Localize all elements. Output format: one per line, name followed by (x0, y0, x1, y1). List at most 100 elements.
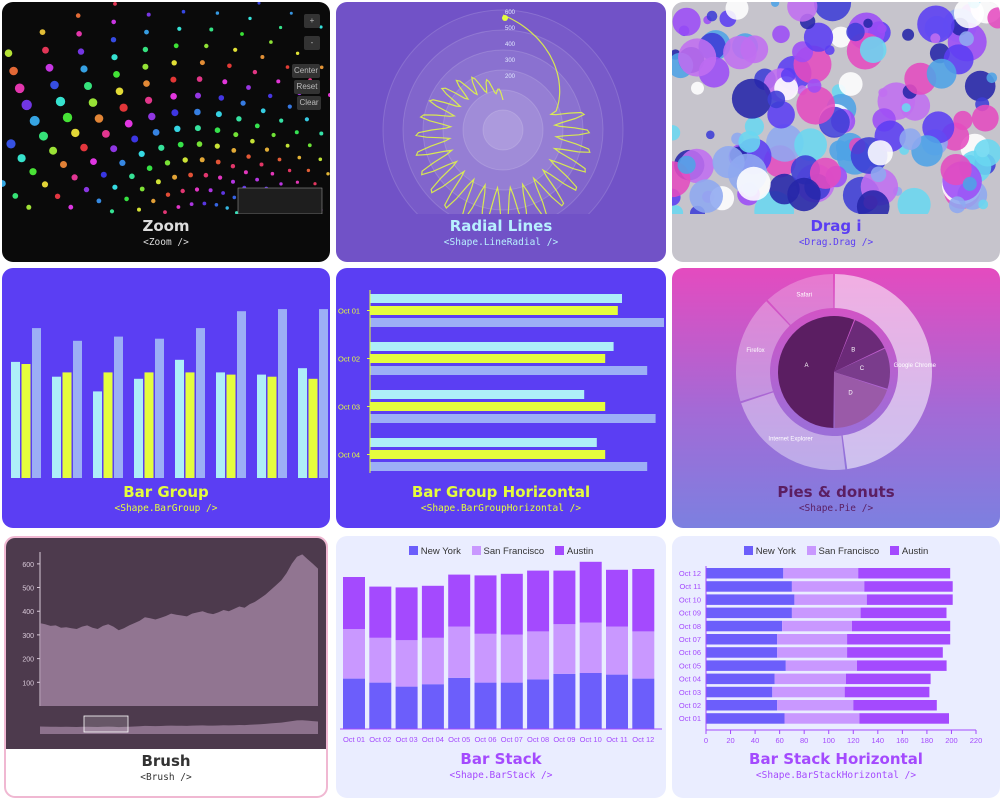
zoom-dot (115, 87, 124, 96)
bar-segment (859, 713, 949, 724)
bar (370, 306, 618, 315)
zoom-dot (146, 165, 153, 171)
drag-circle (902, 28, 915, 41)
bar-segment (706, 700, 778, 711)
zoom-dot (243, 170, 248, 175)
zoom-dot (306, 168, 311, 173)
bar-segment (343, 629, 365, 679)
zoom-dot (246, 85, 251, 90)
y-tick-label: Oct 09 (679, 609, 701, 618)
zoom-dot (173, 43, 179, 49)
bar-segment (474, 633, 497, 683)
tile-bar-stack-horizontal[interactable]: New York San Francisco Austin Oct 12 Oct … (672, 536, 1000, 798)
zoom-dot (218, 95, 225, 101)
x-tick-label: Oct 04 (422, 735, 444, 744)
zoom-dot (254, 123, 260, 129)
bar-segment (853, 700, 937, 711)
tile-radial-lines[interactable]: 600 500 400 300 200 Radial Lines <Shape.Line… (336, 2, 666, 262)
zoom-dot (285, 143, 290, 148)
minimap (237, 187, 323, 214)
drag-circle (978, 199, 989, 210)
zoom-dot (235, 211, 239, 214)
drag-circles[interactable] (672, 2, 1000, 214)
y-tick-label: Oct 02 (679, 701, 701, 710)
drag-circle (987, 7, 1000, 29)
zoom-dot (214, 203, 219, 207)
zoom-out-button[interactable]: - (304, 36, 320, 50)
drag-circle (731, 78, 772, 119)
x-tick-label: 20 (726, 736, 734, 745)
drag-circle (803, 22, 834, 52)
pie-slice (834, 348, 890, 389)
y-tick-label: Oct 07 (679, 635, 701, 644)
bar-segment (794, 594, 867, 605)
tile-drag[interactable]: Drag i <Drag.Drag /> (672, 2, 1000, 262)
drag-circle (953, 2, 985, 29)
clear-button[interactable]: Clear (297, 96, 321, 110)
bar-segment (847, 647, 943, 658)
zoom-dot (215, 111, 222, 118)
tile-zoom[interactable]: + - Center Reset Clear Zoom <Zoom /> (2, 2, 330, 262)
radial-grid-ring (462, 89, 544, 171)
zoom-dot (77, 48, 85, 55)
zoom-dot (4, 49, 13, 57)
tile-title: Radial Lines (449, 217, 553, 235)
zoom-dot (88, 98, 98, 107)
tile-pies[interactable]: Google Chrome Internet Explorer Firefox Saf… (672, 268, 1000, 528)
drag-circle (689, 179, 723, 213)
zoom-dot (26, 204, 32, 210)
drag-circle (877, 23, 887, 34)
pie-slice (767, 274, 834, 325)
zoom-dot (137, 207, 141, 212)
zoom-dot (252, 69, 258, 75)
zoom-dot (269, 40, 273, 44)
x-tick-label: 220 (970, 736, 983, 745)
bar-segment (791, 607, 861, 619)
pie-label: Safari (796, 293, 812, 299)
bar-stack-horizontal-chart: Oct 12 Oct 11 Oct 10 Oct 09 Oct 08 Oct 07 Oct … (679, 566, 983, 745)
brush-chart[interactable]: 600 500 400 300 200 100 (6, 538, 328, 749)
drag-circle (917, 5, 955, 43)
bar-segment (395, 640, 418, 687)
bar (278, 309, 287, 478)
x-tick-label: Oct 10 (580, 735, 602, 744)
zoom-dot (318, 157, 323, 162)
drag-circle (678, 38, 717, 77)
zoom-dot (285, 65, 290, 69)
zoom-in-button[interactable]: + (304, 14, 320, 28)
zoom-dot (29, 115, 40, 126)
bar-segment (448, 574, 471, 627)
zoom-dot (215, 11, 220, 15)
center-button[interactable]: Center (292, 64, 320, 78)
bar-segment (706, 581, 792, 592)
drag-circle (897, 187, 931, 214)
zoom-dot (50, 80, 59, 90)
pie-label: Internet Explorer (768, 436, 812, 442)
zoom-dot (257, 2, 261, 5)
zoom-dot (248, 16, 252, 21)
zoom-spiral[interactable] (2, 2, 330, 214)
bar-segment (579, 622, 602, 673)
tile-bar-group-horizontal[interactable]: Oct 01 Oct 02 Oct 03 Oct 04 Bar Group Horiz… (336, 268, 666, 528)
legend: New York San Francisco Austin (672, 546, 1000, 557)
bar (103, 372, 113, 478)
drag-circle (953, 110, 973, 131)
zoom-dot (255, 177, 259, 182)
pie-label: Firefox (746, 348, 764, 354)
zoom-dot (319, 65, 324, 70)
zoom-dot (68, 204, 74, 210)
bar (216, 372, 225, 478)
bar-segment (579, 561, 602, 623)
tile-title: Bar Group (123, 483, 209, 501)
zoom-dot (295, 180, 299, 184)
reset-button[interactable]: Reset (294, 80, 320, 94)
pie-chart[interactable]: Google Chrome Internet Explorer Firefox Saf… (672, 268, 1000, 480)
tile-bar-stack[interactable]: New York San Francisco Austin Oct 01 Oct … (336, 536, 666, 798)
zoom-dot (260, 55, 265, 59)
tile-bar-group[interactable]: Bar Group <Shape.BarGroup /> (2, 268, 330, 528)
zoom-dot (29, 168, 37, 176)
drag-circle (766, 124, 804, 162)
bar-group-chart (11, 309, 328, 478)
zoom-dot (295, 51, 300, 55)
tile-brush[interactable]: 600 500 400 300 200 100 Brush <Brush /> (4, 536, 328, 798)
